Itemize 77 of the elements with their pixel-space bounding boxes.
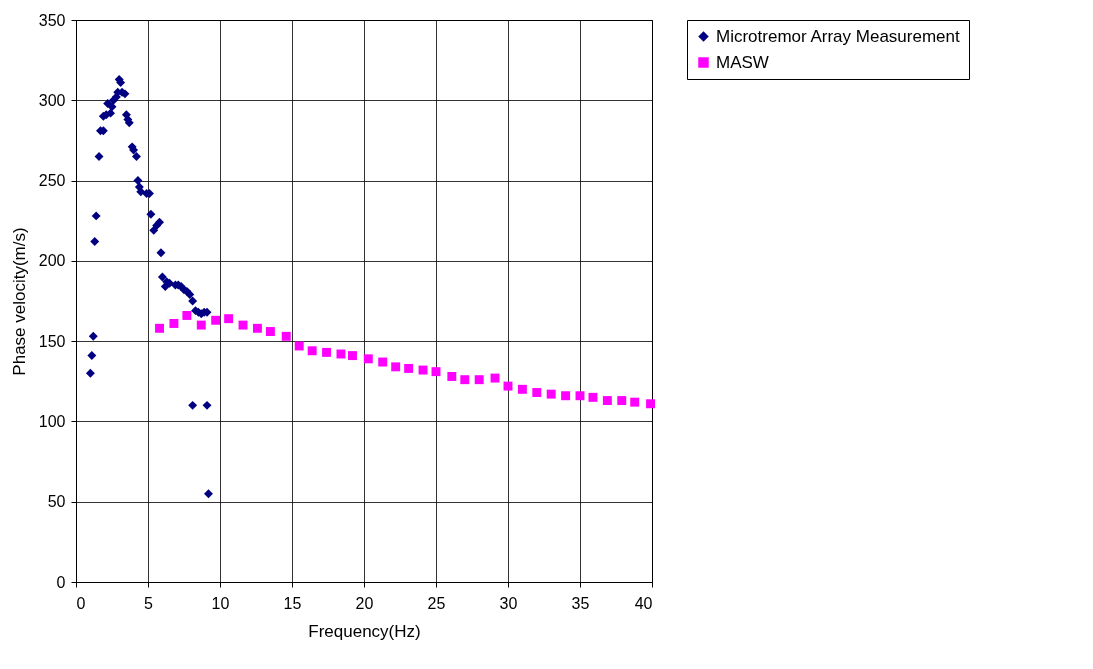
point — [630, 397, 640, 407]
x-tick-label: 5 — [144, 594, 154, 612]
point — [391, 362, 401, 372]
point — [155, 217, 164, 227]
point — [87, 351, 97, 361]
point — [156, 248, 166, 258]
point — [238, 320, 248, 330]
point — [418, 365, 428, 375]
point — [188, 400, 198, 410]
y-tick-label: 300 — [38, 91, 66, 109]
point — [188, 296, 198, 306]
y-axis-title: Phase velocity(m/s) — [9, 227, 29, 376]
point — [88, 331, 98, 341]
point — [617, 396, 627, 406]
point — [517, 384, 527, 394]
y-tick-label: 100 — [38, 412, 66, 430]
point — [546, 389, 556, 399]
point — [307, 346, 317, 356]
point — [378, 357, 388, 367]
point — [146, 209, 156, 219]
point — [348, 351, 357, 361]
point — [103, 99, 113, 108]
point — [169, 319, 179, 328]
point — [132, 152, 141, 161]
point — [404, 363, 414, 373]
point — [294, 341, 304, 351]
x-tick-label: 10 — [211, 594, 230, 612]
x-tick-label: 15 — [283, 594, 302, 612]
x-tick-label: 0 — [76, 594, 86, 612]
x-axis-title: Frequency(Hz) — [308, 621, 421, 641]
point — [646, 399, 656, 409]
point — [602, 396, 612, 406]
point — [149, 225, 159, 235]
point — [265, 327, 275, 336]
y-tick-label: 250 — [38, 172, 66, 190]
legend-label: MASW — [716, 52, 769, 72]
point — [185, 290, 195, 300]
point — [157, 272, 167, 282]
legend-label: Microtremor Array Measurement — [716, 26, 960, 46]
point — [182, 310, 192, 320]
x-tick-label: 25 — [427, 594, 446, 612]
point — [252, 323, 262, 333]
point — [281, 331, 291, 341]
point — [575, 391, 585, 401]
point — [503, 381, 513, 391]
x-tick-label: 20 — [355, 594, 374, 612]
point — [532, 388, 542, 397]
x-tick-label: 35 — [571, 594, 590, 612]
point — [211, 315, 221, 325]
point — [107, 102, 117, 112]
point — [202, 400, 212, 410]
point — [224, 314, 234, 324]
point — [588, 392, 598, 402]
point — [155, 323, 164, 333]
y-tick-label: 200 — [38, 252, 66, 270]
y-tick-label: 0 — [56, 573, 66, 591]
x-tick-label: 40 — [634, 594, 653, 612]
point — [90, 237, 100, 247]
point — [561, 391, 571, 401]
point — [91, 211, 101, 221]
point — [85, 368, 95, 378]
point — [474, 375, 484, 385]
point — [447, 372, 457, 381]
point — [204, 489, 213, 499]
point — [336, 349, 346, 359]
y-tick-label: 50 — [47, 493, 66, 511]
point — [322, 347, 332, 357]
x-tick-label: 30 — [499, 594, 518, 612]
point — [363, 354, 373, 364]
point — [106, 108, 116, 118]
point — [94, 152, 104, 161]
point — [431, 367, 441, 377]
point — [460, 375, 470, 385]
y-tick-label: 150 — [38, 332, 66, 350]
point — [490, 373, 500, 383]
y-tick-label: 350 — [38, 11, 66, 29]
point — [196, 320, 206, 330]
